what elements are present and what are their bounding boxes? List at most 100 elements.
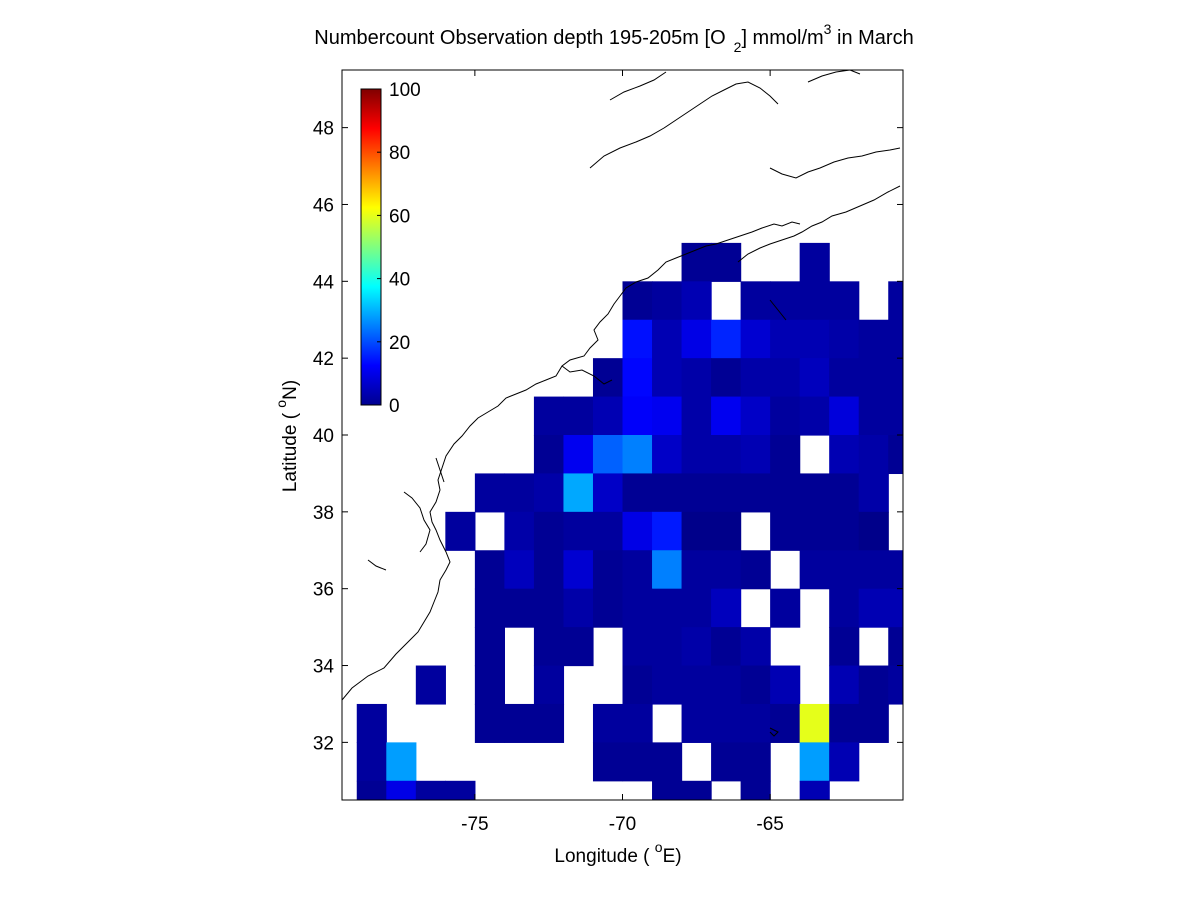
heatmap-cell [563, 435, 594, 475]
heatmap-cell [770, 396, 801, 436]
heatmap-cell [740, 550, 771, 590]
heatmap-cell [711, 242, 742, 282]
heatmap-cells [356, 242, 903, 800]
heatmap-cell [740, 281, 771, 321]
heatmap-cell [622, 473, 653, 513]
heatmap-cell [799, 281, 830, 321]
heatmap-cell [829, 511, 860, 551]
heatmap-cell [622, 665, 653, 705]
heatmap-cell [681, 703, 712, 743]
heatmap-cell [829, 550, 860, 590]
heatmap-cell [711, 627, 742, 667]
heatmap-cell [681, 281, 712, 321]
heatmap-cell [858, 435, 889, 475]
heatmap-cell [829, 358, 860, 398]
y-tick-label: 32 [313, 733, 334, 754]
y-tick-label: 42 [313, 349, 334, 370]
heatmap-cell [858, 319, 889, 359]
heatmap-cell [858, 550, 889, 590]
colorbar-tick-label: 60 [389, 206, 410, 227]
heatmap-cell [415, 665, 446, 705]
heatmap-cell [888, 627, 903, 667]
heatmap-cell [474, 665, 505, 705]
heatmap-cell [799, 511, 830, 551]
heatmap-cell [888, 665, 903, 705]
heatmap-cell [799, 319, 830, 359]
heatmap-cell [740, 435, 771, 475]
heatmap-cell [740, 742, 771, 782]
heatmap-cell [711, 550, 742, 590]
heatmap-cell [563, 627, 594, 667]
heatmap-cell [740, 627, 771, 667]
colorbar-tick-label: 100 [389, 80, 421, 101]
heatmap-cell [652, 588, 683, 628]
heatmap-cell [770, 473, 801, 513]
y-tick-label: 36 [313, 580, 334, 601]
heatmap-cell [592, 588, 624, 628]
heatmap-cell [652, 511, 683, 551]
heatmap-cell [622, 588, 653, 628]
heatmap-cell [652, 627, 683, 667]
heatmap-cell [711, 665, 742, 705]
heatmap-cell [622, 627, 653, 667]
heatmap-cell [799, 742, 830, 782]
heatmap-cell [386, 742, 417, 782]
heatmap-cell [858, 588, 889, 628]
heatmap-cell [533, 703, 565, 743]
x-axis-label: Longitude ( oE) [554, 839, 681, 867]
y-axis-label: Latitude ( oN) [273, 380, 301, 492]
heatmap-cell [681, 396, 712, 436]
heatmap-cell [445, 511, 476, 551]
heatmap-cell [770, 319, 801, 359]
heatmap-cell [533, 511, 565, 551]
heatmap-cell [770, 358, 801, 398]
heatmap-cell [652, 435, 683, 475]
heatmap-cell [740, 473, 771, 513]
heatmap-cell [681, 435, 712, 475]
heatmap-cell [799, 242, 830, 282]
heatmap-cell [652, 358, 683, 398]
heatmap-cell [533, 665, 565, 705]
heatmap-cell [888, 281, 903, 321]
heatmap-cell [770, 511, 801, 551]
heatmap-cell [681, 780, 712, 800]
heatmap-cell [652, 473, 683, 513]
heatmap-cell [681, 665, 712, 705]
heatmap-cell [563, 511, 594, 551]
heatmap-cell [888, 319, 903, 359]
heatmap-cell [622, 742, 653, 782]
heatmap-cell [829, 281, 860, 321]
heatmap-cell [474, 473, 505, 513]
heatmap-cell [445, 780, 476, 800]
heatmap-cell [622, 281, 653, 321]
heatmap-cell [504, 588, 535, 628]
heatmap-cell [711, 588, 742, 628]
heatmap-cell [533, 550, 565, 590]
heatmap-cell [592, 435, 624, 475]
heatmap-cell [799, 550, 830, 590]
y-tick-label: 38 [313, 503, 334, 524]
heatmap-cell [740, 319, 771, 359]
heatmap-cell [858, 473, 889, 513]
heatmap-cell [799, 703, 830, 743]
heatmap-cell [711, 511, 742, 551]
heatmap-cell [681, 473, 712, 513]
heatmap-cell [652, 550, 683, 590]
colorbar-tick-label: 80 [389, 143, 410, 164]
x-tick-label: -65 [756, 814, 783, 835]
heatmap-cell [770, 588, 801, 628]
x-tick-label: -70 [609, 814, 636, 835]
heatmap-cell [415, 780, 446, 800]
heatmap-cell [533, 435, 565, 475]
heatmap-cell [474, 627, 505, 667]
heatmap-cell [681, 511, 712, 551]
heatmap-cell [622, 703, 653, 743]
heatmap-cell [888, 435, 903, 475]
heatmap-cell [858, 703, 889, 743]
colorbar-gradient [360, 88, 382, 406]
heatmap-cell [622, 358, 653, 398]
heatmap-cell [592, 511, 624, 551]
heatmap-cell [652, 780, 683, 800]
heatmap-cell [622, 550, 653, 590]
heatmap-cell [770, 665, 801, 705]
